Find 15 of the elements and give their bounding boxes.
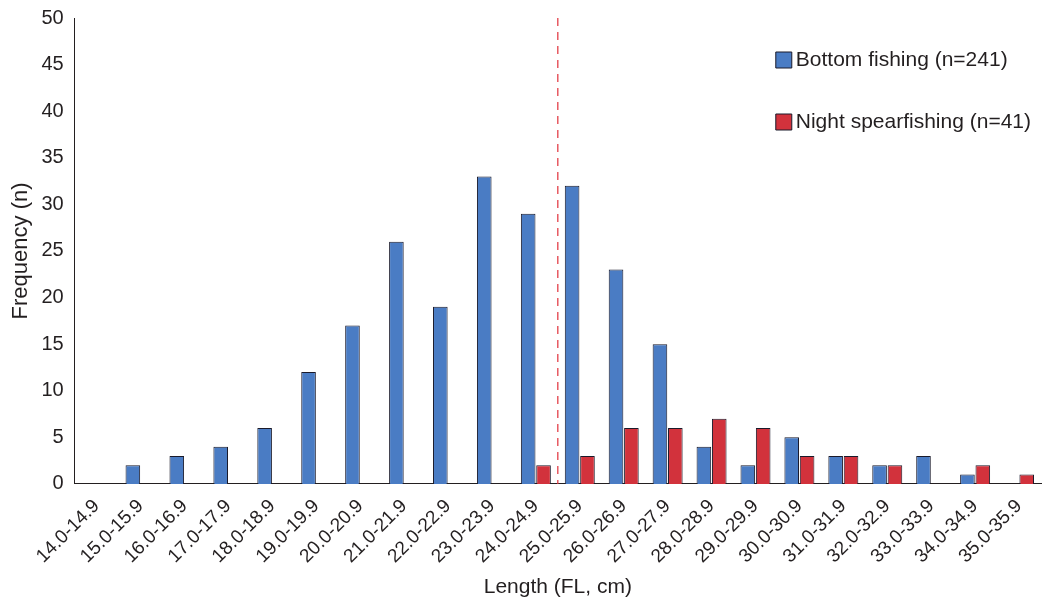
legend-label: Night spearfishing (n=41)	[795, 108, 1031, 132]
y-tick-label: 10	[41, 378, 64, 401]
y-tick-label: 50	[41, 5, 64, 28]
legend-label: Bottom fishing (n=241)	[795, 46, 1008, 70]
y-tick-label: 30	[41, 191, 64, 214]
y-tick-label: 0	[52, 471, 64, 494]
y-axis-title: Frequency (n)	[7, 182, 33, 320]
x-axis-title: Length (FL, cm)	[483, 574, 632, 598]
y-tick-label: 20	[41, 285, 64, 308]
y-tick-label: 15	[41, 331, 64, 354]
y-tick-label: 25	[41, 238, 64, 261]
y-tick-label: 45	[41, 52, 64, 75]
y-tick-label: 40	[41, 98, 64, 121]
y-tick-label: 35	[41, 145, 64, 168]
y-tick-label: 5	[52, 424, 64, 447]
